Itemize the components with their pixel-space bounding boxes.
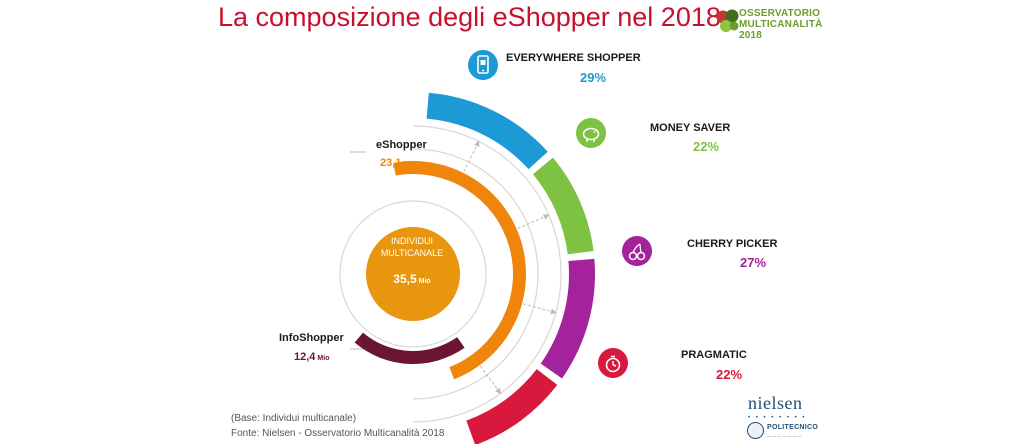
logo-line-1: OSSERVATORIO	[739, 8, 821, 19]
logo-circles-icon	[716, 9, 739, 32]
segment-arrow-0	[463, 140, 480, 173]
segment-pct-pragmatic: 22%	[716, 367, 743, 382]
nielsen-logo: nielsen	[748, 393, 803, 413]
infoshopper-label: InfoShopper	[279, 332, 344, 344]
segment-label-money-saver: MONEY SAVER	[650, 122, 731, 134]
segment-arc-pragmatic	[466, 369, 558, 444]
segment-arc-cherry-picker	[540, 258, 595, 379]
segments-outline-arc	[412, 125, 562, 423]
eshopper-value: 23,1	[380, 157, 402, 169]
logo-line-2: MULTICANALITÀ	[739, 19, 823, 30]
infoshopper-value: 12,4	[294, 351, 316, 363]
politecnico-logo-text: POLITECNICO	[767, 424, 819, 431]
segment-pct-money-saver: 22%	[693, 139, 720, 154]
stopwatch-icon	[598, 348, 628, 378]
segment-pct-cherry-picker: 27%	[740, 255, 767, 270]
segment-arc-money-saver	[532, 157, 594, 255]
politecnico-logo: POLITECNICO — — — — — — —	[747, 422, 819, 442]
segment-label-cherry-picker: CHERRY PICKER	[687, 238, 778, 250]
eshopper-unit: Mio	[403, 161, 416, 168]
cherry-icon	[622, 236, 652, 266]
chart-title: La composizione degli eShopper nel 2018	[218, 2, 721, 32]
politecnico-seal-icon	[747, 422, 764, 439]
segment-label-pragmatic: PRAGMATIC	[681, 349, 747, 361]
segment-arc-everywhere-shopper	[426, 92, 548, 170]
smartphone-cart-icon	[468, 50, 498, 80]
segment-arrow-1	[517, 214, 550, 230]
infoshopper-arc	[354, 332, 465, 364]
center-value: 35,5	[393, 272, 417, 286]
segment-arrow-3	[479, 365, 502, 395]
segment-pct-everywhere-shopper: 29%	[580, 70, 607, 85]
segment-arrow-2	[522, 303, 557, 315]
center-disc	[366, 227, 460, 321]
politecnico-logo-subtext: — — — — — — —	[767, 433, 802, 438]
logo-line-3: 2018	[739, 30, 763, 41]
inner-ring	[339, 200, 487, 348]
footnote-base: (Base: Individui multicanale)	[231, 413, 357, 424]
guide-lines	[339, 125, 562, 423]
piggy-bank-icon	[576, 118, 606, 148]
nielsen-dots: • • • • • • • •	[748, 415, 807, 421]
footnote-source: Fonte: Nielsen - Osservatorio Multicanal…	[231, 428, 445, 439]
center-line-2: MULTICANALE	[380, 248, 444, 258]
infoshopper-unit: Mio	[317, 355, 330, 362]
center-line-1: INDIVIDUI	[390, 236, 433, 246]
eshopper-label: eShopper	[376, 139, 427, 151]
eshopper-outline-arc	[412, 148, 539, 400]
osservatorio-logo: OSSERVATORIO MULTICANALITÀ 2018	[716, 4, 826, 44]
segment-label-everywhere-shopper: EVERYWHERE SHOPPER	[506, 52, 641, 64]
center-unit: Mio	[418, 278, 431, 285]
